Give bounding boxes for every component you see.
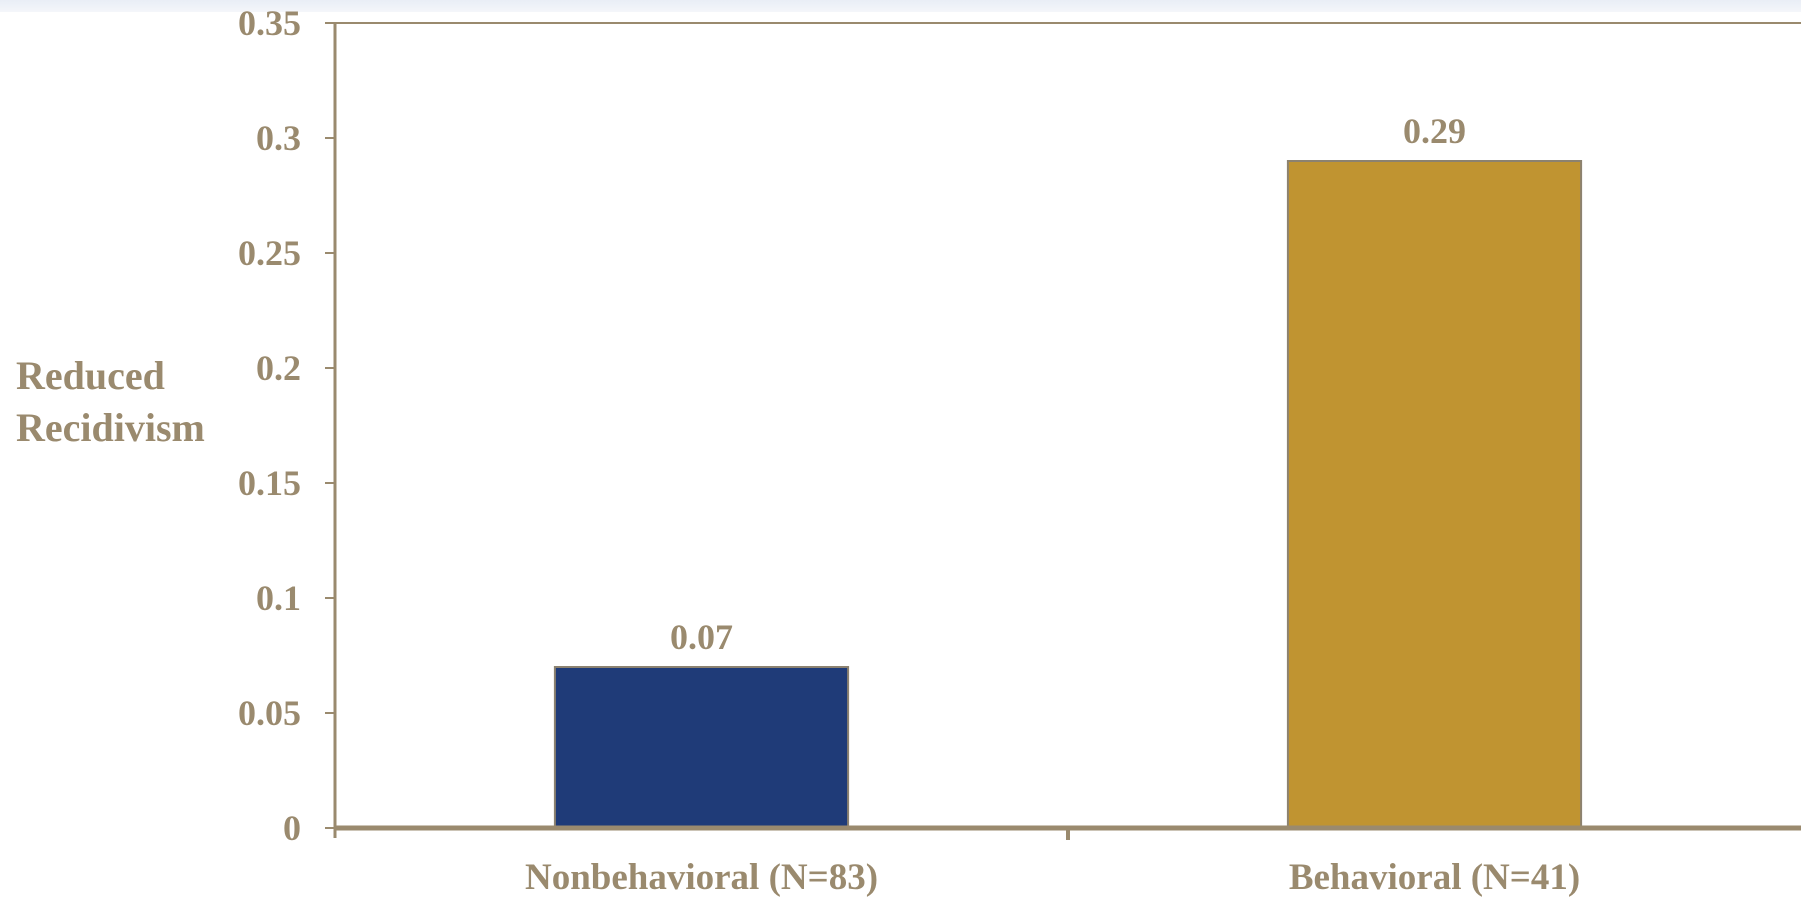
bar-value-label: 0.07 bbox=[670, 617, 733, 657]
bar bbox=[553, 666, 850, 829]
bar-value-label: 0.29 bbox=[1403, 111, 1466, 151]
bar bbox=[1286, 160, 1583, 829]
y-tick-label: 0.15 bbox=[238, 463, 301, 503]
x-category-label: Nonbehavioral (N=83) bbox=[525, 857, 878, 898]
top-strip bbox=[0, 0, 1801, 12]
value-labels-group: 0.07 0.29 bbox=[670, 111, 1466, 657]
y-tick-label: 0 bbox=[283, 808, 301, 848]
y-tick-label: 0.2 bbox=[256, 348, 301, 388]
y-tick-label: 0.25 bbox=[238, 233, 301, 273]
y-tick-label: 0.1 bbox=[256, 578, 301, 618]
y-tick-label: 0.3 bbox=[256, 118, 301, 158]
y-tick-label: 0.05 bbox=[238, 693, 301, 733]
y-axis-ticks: 0 0.05 0.1 0.15 0.2 0.25 0.3 0.35 bbox=[238, 3, 335, 848]
x-category-label: Behavioral (N=41) bbox=[1289, 857, 1580, 898]
y-axis-label-line-2: Recidivism bbox=[16, 405, 205, 450]
y-axis-label: Reduced Recidivism bbox=[16, 350, 226, 454]
axes-group bbox=[333, 22, 1801, 840]
y-tick-label: 0.35 bbox=[238, 3, 301, 43]
y-axis-label-line-1: Reduced bbox=[16, 353, 165, 398]
bars-group bbox=[553, 160, 1583, 829]
x-axis-labels: Nonbehavioral (N=83) Behavioral (N=41) bbox=[525, 857, 1580, 898]
